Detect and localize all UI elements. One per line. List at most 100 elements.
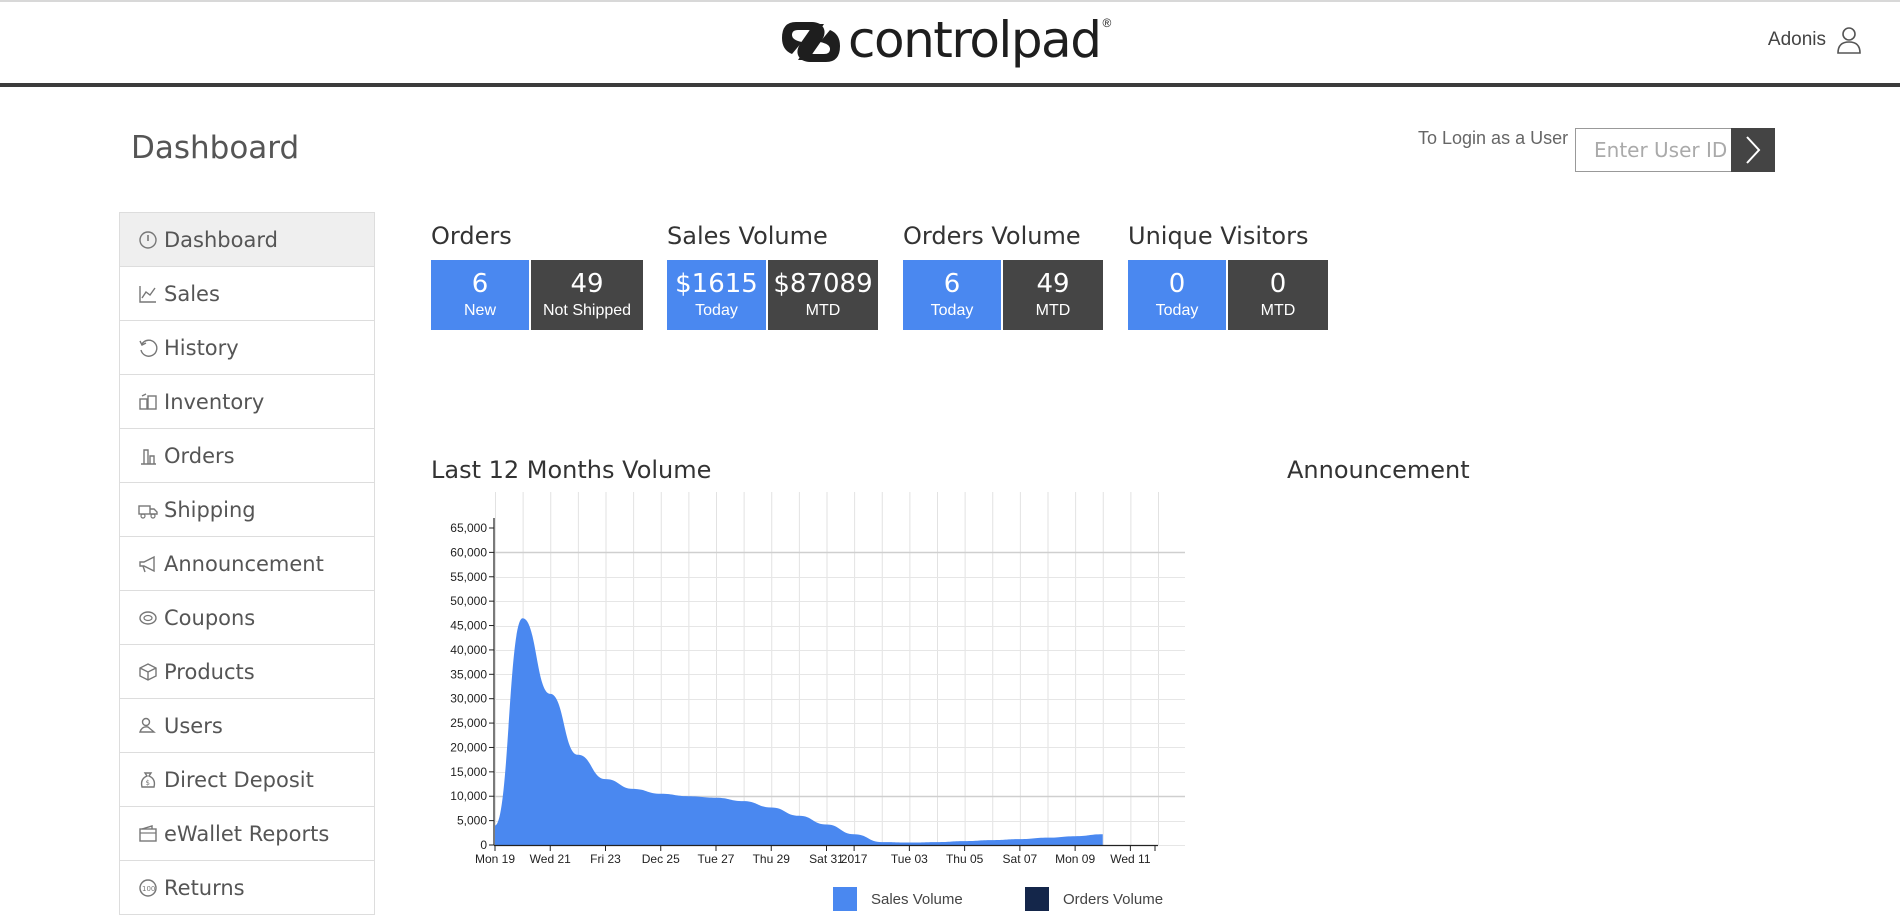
y-tick-label: 65,000 bbox=[450, 521, 487, 535]
orders-volume-stat-title: Orders Volume bbox=[903, 222, 1081, 250]
stat-value: 49 bbox=[1036, 269, 1070, 299]
sidebar-item-label: Inventory bbox=[164, 389, 265, 414]
legend-label: Orders Volume bbox=[1063, 891, 1163, 908]
unique-visitors-stat-title: Unique Visitors bbox=[1128, 222, 1309, 250]
user-id-input[interactable] bbox=[1575, 128, 1731, 172]
stat-value: $1615 bbox=[675, 269, 758, 299]
svg-text:100: 100 bbox=[142, 885, 155, 893]
y-tick-label: 35,000 bbox=[450, 667, 487, 681]
chart-line-icon bbox=[138, 284, 158, 304]
x-tick-label: 2017 bbox=[841, 852, 868, 866]
sidebar-item-label: Coupons bbox=[164, 605, 256, 630]
stat-label: MTD bbox=[1035, 302, 1071, 319]
sidebar-item-dashboard[interactable]: Dashboard bbox=[120, 213, 374, 267]
sidebar-item-sales[interactable]: Sales bbox=[120, 267, 374, 321]
stat-label: Today bbox=[695, 302, 738, 319]
sidebar-item-coupons[interactable]: Coupons bbox=[120, 591, 374, 645]
y-tick-label: 5,000 bbox=[457, 814, 487, 828]
x-tick-label: Thu 29 bbox=[753, 852, 791, 866]
svg-text:$: $ bbox=[146, 779, 150, 787]
x-tick-label: Fri 23 bbox=[590, 852, 621, 866]
box-icon bbox=[138, 662, 158, 682]
legend-swatch bbox=[1025, 887, 1049, 911]
sidebar-item-shipping[interactable]: Shipping bbox=[120, 483, 374, 537]
y-tick-label: 60,000 bbox=[450, 545, 487, 559]
visitors-mtd-box[interactable]: 0 MTD bbox=[1228, 260, 1328, 330]
sidebar-item-label: Sales bbox=[164, 281, 220, 306]
sidebar-item-label: Returns bbox=[164, 875, 245, 900]
orders-icon bbox=[138, 446, 158, 466]
x-tick-label: Dec 25 bbox=[642, 852, 680, 866]
sidebar-item-label: Orders bbox=[164, 443, 235, 468]
y-tick-label: 30,000 bbox=[450, 692, 487, 706]
legend-label: Sales Volume bbox=[871, 891, 963, 908]
sidebar-item-history[interactable]: History bbox=[120, 321, 374, 375]
user-menu[interactable]: Adonis bbox=[1768, 26, 1862, 54]
x-tick-label: Mon 19 bbox=[475, 852, 515, 866]
volume-area-chart: 0 5,000 10,000 15,000 20,000 25,000 30,000 35,0… bbox=[450, 492, 1185, 911]
user-name: Adonis bbox=[1767, 29, 1826, 50]
sidebar-item-products[interactable]: Products bbox=[120, 645, 374, 699]
stat-label: Today bbox=[930, 302, 974, 319]
registered-mark: ® bbox=[1102, 16, 1112, 30]
stat-label: Today bbox=[1155, 302, 1199, 319]
announcement-title: Announcement bbox=[1287, 456, 1470, 484]
sidebar-nav: Dashboard Sales History Inventory Orders Ship… bbox=[119, 212, 375, 915]
sidebar-item-label: Products bbox=[164, 659, 255, 684]
orders-volume-today-box[interactable]: 6 Today bbox=[903, 260, 1001, 330]
stat-label: MTD bbox=[1260, 302, 1296, 319]
wallet-icon bbox=[138, 824, 158, 844]
top-header: controlpad ® Adonis bbox=[0, 0, 1900, 87]
sales-volume-stat-title: Sales Volume bbox=[667, 222, 828, 250]
y-tick-label: 25,000 bbox=[450, 716, 487, 730]
sales-volume-area bbox=[495, 618, 1103, 845]
sidebar-item-label: Direct Deposit bbox=[164, 767, 314, 792]
sidebar-item-orders[interactable]: Orders bbox=[120, 429, 374, 483]
stat-label: Not Shipped bbox=[542, 302, 632, 319]
y-tick-label: 0 bbox=[480, 838, 487, 852]
sidebar-item-label: History bbox=[164, 335, 239, 360]
megaphone-icon bbox=[138, 554, 158, 574]
sidebar-item-label: eWallet Reports bbox=[164, 821, 330, 846]
y-tick-label: 50,000 bbox=[450, 594, 487, 608]
sidebar-item-inventory[interactable]: Inventory bbox=[120, 375, 374, 429]
orders-new-box[interactable]: 6 New bbox=[431, 260, 529, 330]
x-tick-label: Sat 07 bbox=[1003, 852, 1038, 866]
stat-value: 6 bbox=[943, 269, 961, 299]
stat-label: MTD bbox=[805, 302, 841, 319]
sales-today-box[interactable]: $1615 Today bbox=[667, 260, 766, 330]
sidebar-item-ewallet-reports[interactable]: eWallet Reports bbox=[120, 807, 374, 861]
sidebar-item-direct-deposit[interactable]: $ Direct Deposit bbox=[120, 753, 374, 807]
visitors-today-box[interactable]: 0 Today bbox=[1128, 260, 1226, 330]
sidebar-item-label: Users bbox=[164, 713, 223, 738]
sales-mtd-box[interactable]: $87089 MTD bbox=[768, 260, 878, 330]
history-icon bbox=[138, 338, 158, 358]
stat-value: 0 bbox=[1168, 269, 1186, 299]
controlpad-logo[interactable]: controlpad ® bbox=[778, 11, 1112, 70]
legend-swatch bbox=[833, 887, 857, 911]
login-as-submit-button[interactable] bbox=[1731, 128, 1775, 172]
unique-visitors-stat-group: Unique Visitors 0 Today 0 MTD bbox=[1128, 222, 1328, 330]
sidebar-item-announcement[interactable]: Announcement bbox=[120, 537, 374, 591]
dashboard-icon bbox=[138, 230, 158, 250]
sales-volume-stat-group: Sales Volume $1615 Today $87089 MTD bbox=[667, 222, 878, 330]
sidebar-item-returns[interactable]: 100 Returns bbox=[120, 861, 374, 915]
returns-icon: 100 bbox=[138, 878, 158, 898]
y-tick-label: 55,000 bbox=[450, 570, 487, 584]
page-title: Dashboard bbox=[131, 130, 300, 166]
orders-volume-stat-group: Orders Volume 6 Today 49 MTD bbox=[903, 222, 1103, 330]
y-tick-label: 20,000 bbox=[450, 740, 487, 754]
x-tick-label: Wed 21 bbox=[530, 852, 571, 866]
orders-not-shipped-box[interactable]: 49 Not Shipped bbox=[531, 260, 643, 330]
chevron-right-icon bbox=[1746, 136, 1761, 164]
y-tick-label: 10,000 bbox=[450, 789, 487, 803]
x-tick-label: Tue 03 bbox=[891, 852, 928, 866]
users-icon bbox=[138, 716, 158, 736]
sidebar-item-label: Announcement bbox=[164, 551, 324, 576]
sidebar-item-users[interactable]: Users bbox=[120, 699, 374, 753]
orders-volume-mtd-box[interactable]: 49 MTD bbox=[1003, 260, 1103, 330]
stat-label: New bbox=[463, 302, 496, 319]
orders-stat-title: Orders bbox=[431, 222, 512, 250]
x-tick-label: Thu 05 bbox=[946, 852, 984, 866]
login-as-label: To Login as a User bbox=[1418, 128, 1569, 148]
